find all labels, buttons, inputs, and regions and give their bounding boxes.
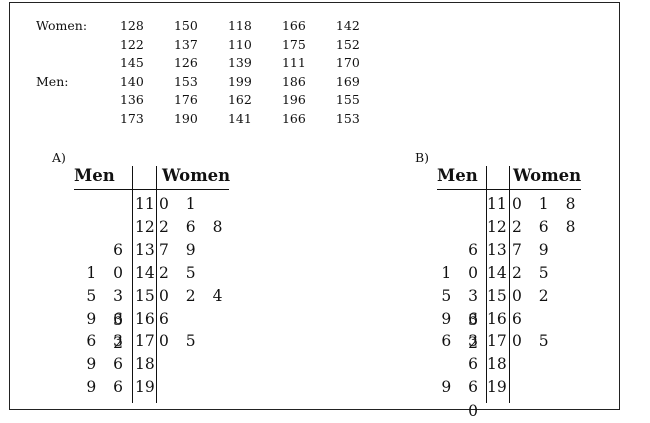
data-value: 140	[119, 73, 144, 89]
data-value: 173	[119, 110, 144, 126]
right-divider	[509, 166, 510, 403]
data-row: 136 176 162 196 155	[36, 91, 386, 110]
men-label: Men:	[36, 73, 69, 89]
data-value: 145	[119, 55, 144, 70]
data-value: 176	[173, 92, 198, 107]
women-label: Women:	[36, 18, 88, 33]
data-value: 136	[119, 92, 144, 107]
men-leaves: 9 6 2	[441, 309, 484, 352]
left-divider	[486, 166, 487, 403]
men-leaves: 1 0	[441, 263, 484, 282]
data-value: 153	[173, 73, 198, 89]
men-leaves: 1 0	[86, 263, 129, 282]
men-header: Men	[74, 166, 115, 185]
data-value: 128	[119, 18, 144, 33]
women-leaves: 2 6 8	[159, 217, 229, 236]
stem-value: 18	[135, 355, 155, 374]
data-value: 110	[227, 36, 252, 52]
men-leaves: 9 6 2	[86, 309, 129, 352]
data-value: 175	[281, 36, 306, 52]
women-leaves: 2 6 8	[512, 217, 582, 236]
data-value: 152	[335, 36, 360, 52]
stem-value: 12	[487, 217, 507, 236]
data-row: 173 190 141 166 153	[36, 110, 386, 129]
men-leaves: 5 3 3	[441, 286, 484, 329]
stem-value: 12	[135, 217, 155, 236]
stem-leaf-plot-a[interactable]: Men Women 11 0 1 12 2 6 8 6 13 7 9 1 0 14 2 5 5 3 …	[74, 166, 234, 404]
data-value: 199	[227, 73, 252, 89]
men-leaves: 6	[468, 355, 484, 374]
stem-value: 17	[487, 332, 507, 351]
women-leaves: 0 5	[159, 332, 202, 351]
header-underline	[74, 189, 229, 190]
men-leaves: 6	[113, 240, 129, 259]
question-frame	[9, 2, 620, 410]
data-value: 170	[335, 55, 360, 70]
men-leaves: 9 6	[86, 355, 129, 374]
data-value: 155	[335, 92, 360, 107]
data-value: 169	[335, 73, 360, 89]
stem-value: 16	[487, 309, 507, 328]
data-value: 166	[281, 110, 306, 126]
women-leaves: 0 2	[512, 286, 555, 305]
stem-value: 19	[135, 378, 155, 397]
data-value: 186	[281, 73, 306, 89]
women-leaves: 0 1	[159, 195, 202, 213]
women-leaves: 0 2 4	[159, 286, 229, 305]
stem-value: 13	[487, 240, 507, 259]
women-leaves: 6	[512, 309, 528, 328]
stem-value: 13	[135, 240, 155, 259]
data-value: 196	[281, 92, 306, 107]
stem-value: 16	[135, 309, 155, 328]
data-value: 139	[227, 55, 252, 70]
left-divider	[132, 166, 133, 403]
data-value: 142	[335, 18, 360, 33]
women-header: Women	[162, 166, 231, 185]
men-leaves: 9 6	[86, 378, 129, 397]
women-leaves: 2 5	[159, 263, 202, 282]
stem-value: 14	[135, 263, 155, 282]
men-leaves: 6 3	[441, 332, 484, 351]
data-value: 190	[173, 110, 198, 126]
data-value: 111	[281, 55, 306, 70]
men-leaves: 9 6 0	[441, 378, 484, 421]
stem-value: 11	[487, 195, 507, 213]
stem-value: 15	[135, 286, 155, 305]
stem-value: 15	[487, 286, 507, 305]
option-b-label[interactable]: B)	[415, 150, 430, 165]
men-header: Men	[437, 166, 478, 185]
women-leaves: 0 1 8	[512, 195, 582, 213]
men-leaves: 6 3	[86, 332, 129, 351]
men-leaves: 6	[468, 240, 484, 259]
option-a-label[interactable]: A)	[52, 150, 66, 165]
women-leaves: 7 9	[159, 240, 202, 259]
women-leaves: 0 5	[512, 332, 555, 351]
women-header: Women	[513, 166, 582, 185]
data-table: Women: 128 150 118 166 142 122 137 110 1…	[36, 17, 386, 128]
data-value: 153	[335, 110, 360, 126]
data-value: 118	[227, 18, 252, 33]
data-value: 162	[227, 92, 252, 107]
data-value: 126	[173, 55, 198, 70]
women-leaves: 7 9	[512, 240, 555, 259]
data-value: 137	[173, 36, 198, 52]
right-divider	[156, 166, 157, 403]
stem-value: 14	[487, 263, 507, 282]
data-row: Men: 140 153 199 186 169	[36, 73, 386, 92]
data-value: 166	[281, 18, 306, 33]
stem-value: 18	[487, 355, 507, 374]
data-value: 150	[173, 18, 198, 33]
stem-value: 11	[135, 195, 155, 213]
data-row: Women: 128 150 118 166 142	[36, 17, 386, 36]
data-row: 122 137 110 175 152	[36, 36, 386, 55]
data-row: 145 126 139 111 170	[36, 54, 386, 73]
data-value: 141	[227, 110, 252, 126]
women-leaves: 6	[159, 309, 175, 328]
women-leaves: 2 5	[512, 263, 555, 282]
stem-value: 17	[135, 332, 155, 351]
data-value: 122	[119, 36, 144, 52]
stem-value: 19	[487, 378, 507, 397]
men-leaves: 5 3 3	[86, 286, 129, 329]
